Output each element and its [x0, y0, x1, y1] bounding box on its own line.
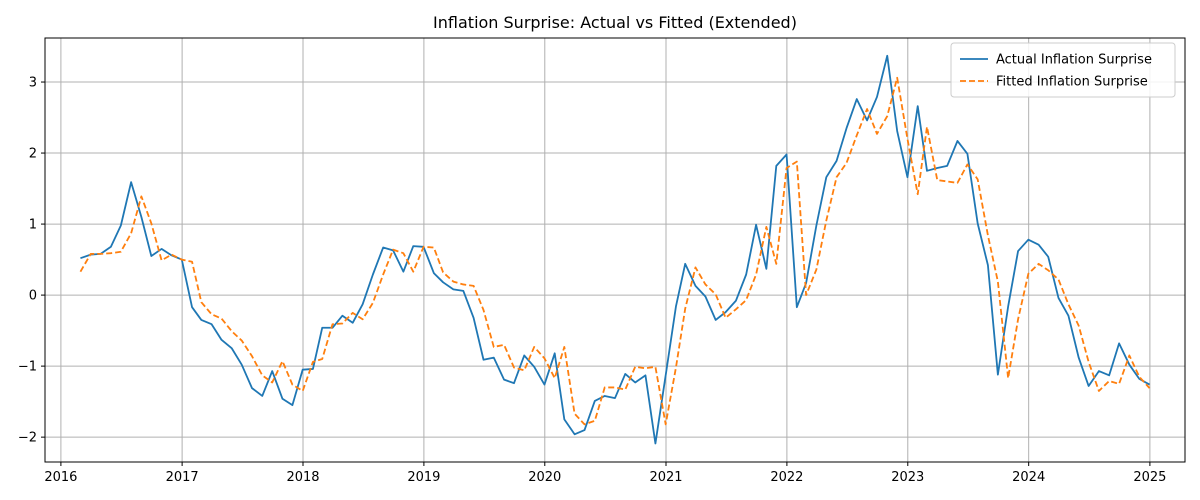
y-tick-label: −1 — [18, 360, 37, 375]
legend-label: Actual Inflation Surprise — [996, 53, 1152, 68]
chart-title: Inflation Surprise: Actual vs Fitted (Ex… — [433, 13, 797, 32]
x-axis-ticks: 2016 2017 2018 2019 2020 2021 2022 2023 2024 2025 — [44, 462, 1166, 485]
series-lines — [79, 54, 1151, 445]
x-tick-label: 2024 — [1012, 470, 1045, 485]
y-tick-label: 1 — [29, 218, 37, 233]
actual-series-line — [80, 54, 1150, 445]
x-tick-label: 2016 — [44, 470, 77, 485]
x-tick-label: 2018 — [286, 470, 319, 485]
x-tick-label: 2017 — [166, 470, 199, 485]
grid-lines — [45, 38, 1185, 462]
fitted-series-line — [79, 76, 1151, 426]
x-tick-label: 2022 — [770, 470, 803, 485]
x-tick-label: 2023 — [891, 470, 924, 485]
y-tick-label: 2 — [29, 147, 37, 162]
x-tick-label: 2025 — [1133, 470, 1166, 485]
y-tick-label: −2 — [18, 431, 37, 446]
y-tick-label: 0 — [29, 289, 37, 304]
y-axis-ticks: −2 −1 0 1 2 3 — [18, 76, 45, 446]
y-tick-label: 3 — [29, 76, 37, 91]
x-tick-label: 2021 — [649, 470, 682, 485]
axes-frame — [44, 37, 1186, 463]
x-tick-label: 2019 — [407, 470, 440, 485]
legend-label: Fitted Inflation Surprise — [996, 75, 1148, 90]
legend-box — [950, 42, 1176, 98]
x-tick-label: 2020 — [528, 470, 561, 485]
legend: Actual Inflation Surprise Fitted Inflatio… — [950, 42, 1176, 98]
